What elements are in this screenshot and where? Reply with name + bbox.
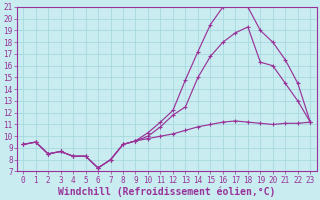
X-axis label: Windchill (Refroidissement éolien,°C): Windchill (Refroidissement éolien,°C) [58,186,276,197]
